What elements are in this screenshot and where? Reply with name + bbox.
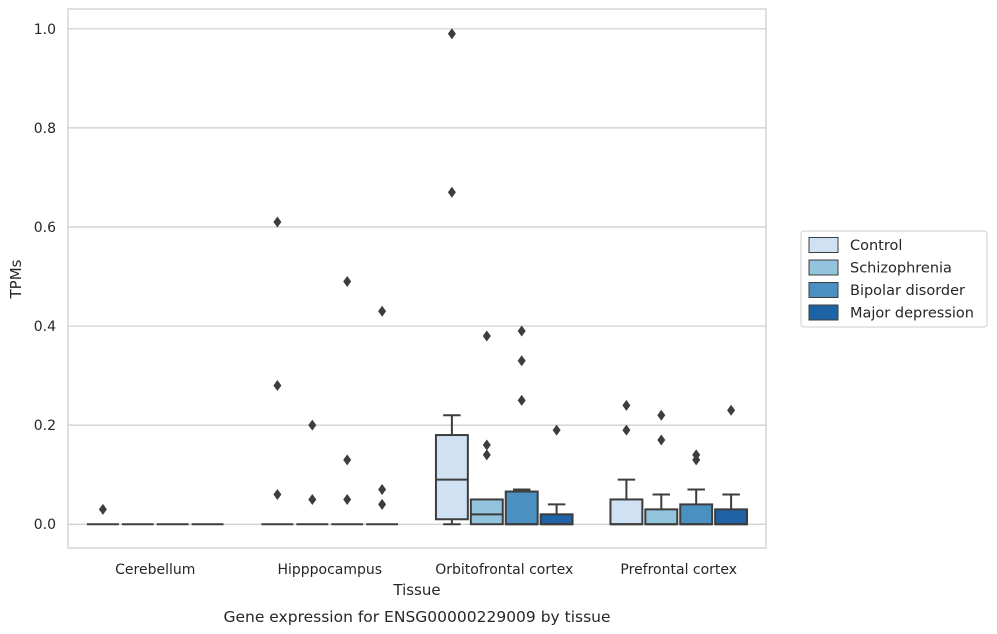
x-axis-label: Tissue — [392, 581, 440, 599]
box-control — [434, 414, 469, 526]
outlier-point — [692, 454, 701, 466]
box-body — [644, 508, 679, 526]
y-tick-label: 0.8 — [34, 121, 56, 137]
outlier-point — [657, 409, 666, 421]
legend-frame — [800, 230, 988, 328]
outlier-point — [273, 380, 282, 392]
outlier-point — [622, 399, 631, 411]
box-body — [679, 503, 714, 526]
outliers-layer — [98, 28, 736, 515]
outlier-point — [482, 330, 491, 342]
box-body — [434, 434, 469, 521]
outlier-point — [552, 424, 561, 436]
outlier-point — [273, 216, 282, 228]
outlier-point — [98, 503, 107, 515]
x-tick-labels: Cerebellum Hipppocampus Orbitofrontal cort… — [115, 562, 737, 578]
outlier-point — [447, 186, 456, 198]
legend-swatch — [808, 237, 839, 253]
box-schizophrenia — [644, 493, 679, 526]
box-body — [504, 490, 539, 526]
x-tick-label: Cerebellum — [115, 562, 195, 578]
outlier-point — [482, 449, 491, 461]
outlier-point — [378, 305, 387, 317]
box-body — [469, 498, 504, 526]
chart-caption: Gene expression for ENSG00000229009 by t… — [223, 608, 610, 626]
legend-label: Schizophrenia — [850, 261, 952, 277]
y-tick-label: 1.0 — [34, 22, 56, 38]
outlier-point — [657, 434, 666, 446]
outlier-point — [343, 493, 352, 505]
outlier-point — [517, 325, 526, 337]
box-body — [609, 498, 644, 526]
outlier-point — [378, 498, 387, 510]
outlier-point — [343, 275, 352, 287]
legend-swatch — [808, 259, 839, 276]
y-axis-label: TPMs — [7, 259, 25, 299]
outlier-point — [343, 454, 352, 466]
legend: Control Schizophrenia Bipolar disorder Majo… — [800, 230, 988, 328]
outlier-point — [622, 424, 631, 436]
y-tick-labels: 0.0 0.2 0.4 0.6 0.8 1.0 — [34, 22, 56, 533]
box-control — [609, 478, 644, 526]
outlier-point — [517, 394, 526, 406]
x-tick-label: Prefrontal cortex — [620, 562, 737, 578]
box-bipolar-disorder — [504, 488, 539, 526]
outlier-point — [308, 493, 317, 505]
boxes-layer — [86, 414, 749, 526]
box-body — [539, 513, 574, 526]
outlier-point — [517, 355, 526, 367]
y-tick-label: 0.6 — [34, 220, 56, 236]
y-tick-label: 0.0 — [34, 517, 56, 533]
box-major-depression — [714, 493, 749, 526]
legend-swatch — [808, 282, 839, 298]
legend-label: Major depression — [850, 306, 974, 322]
outlier-point — [273, 488, 282, 500]
box-bipolar-disorder — [679, 488, 714, 526]
y-tick-label: 0.4 — [34, 319, 56, 335]
outlier-point — [308, 419, 317, 431]
legend-label: Control — [850, 238, 902, 254]
box-schizophrenia — [469, 498, 504, 526]
legend-label: Bipolar disorder — [850, 283, 965, 299]
box-major-depression — [539, 503, 574, 526]
grid-layer — [68, 28, 766, 525]
box-body — [714, 508, 749, 526]
outlier-point — [447, 28, 456, 40]
outlier-point — [378, 484, 387, 496]
plot-frame — [67, 8, 767, 549]
legend-items: Control Schizophrenia Bipolar disorder Majo… — [808, 237, 974, 322]
y-tick-label: 0.2 — [34, 418, 56, 434]
x-tick-label: Hipppocampus — [277, 562, 382, 578]
outlier-point — [482, 439, 491, 451]
outlier-point — [727, 404, 736, 416]
x-tick-label: Orbitofrontal cortex — [435, 562, 573, 578]
legend-swatch — [808, 304, 839, 321]
